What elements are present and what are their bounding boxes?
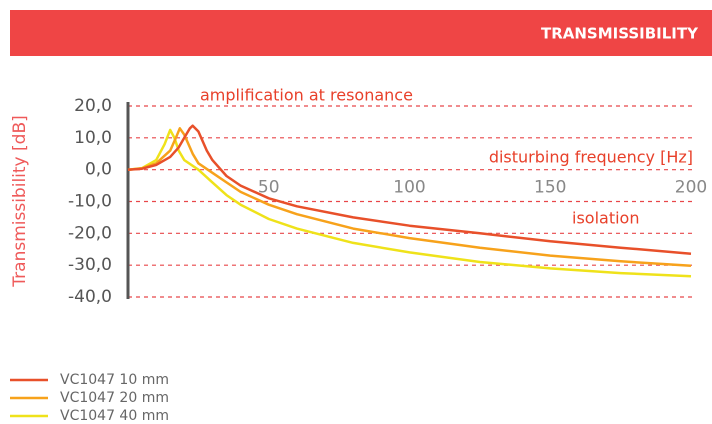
y-tick-label: 10,0 <box>74 128 112 148</box>
legend-label: VC1047 20 mm <box>60 390 169 406</box>
header-bar <box>10 10 712 56</box>
y-tick-label: -10,0 <box>68 192 112 212</box>
annotation: isolation <box>572 209 639 228</box>
y-axis-label: Transmissibility [dB] <box>10 115 30 287</box>
annotation: amplification at resonance <box>200 86 413 105</box>
x-tick-label: 100 <box>393 178 425 198</box>
x-tick-label: 50 <box>258 178 280 198</box>
y-tick-label: 0,0 <box>85 160 112 180</box>
series-line <box>127 124 692 255</box>
legend-label: VC1047 10 mm <box>60 372 169 388</box>
series-line <box>127 127 692 268</box>
chart-title: TRANSMISSIBILITY <box>541 25 699 43</box>
annotation: disturbing frequency [Hz] <box>489 148 693 167</box>
y-tick-label: -30,0 <box>68 255 112 275</box>
legend-label: VC1047 40 mm <box>60 408 169 424</box>
y-tick-label: -40,0 <box>68 287 112 307</box>
y-tick-label: 20,0 <box>74 96 112 116</box>
y-tick-label: -20,0 <box>68 223 112 243</box>
x-tick-label: 150 <box>534 178 566 198</box>
x-tick-label: 200 <box>675 178 707 198</box>
series-line <box>127 128 692 278</box>
